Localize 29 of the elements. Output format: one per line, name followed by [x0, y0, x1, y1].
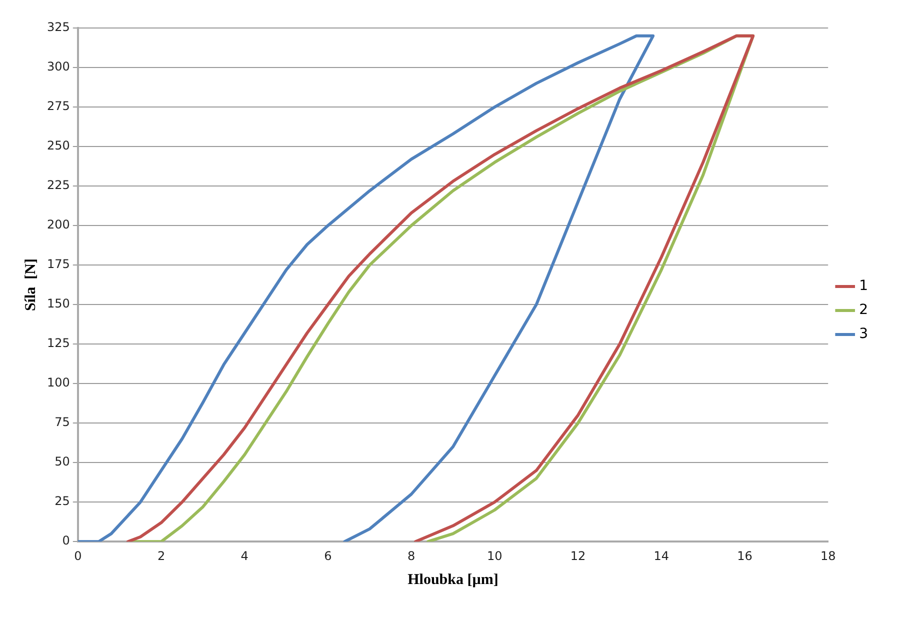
- legend-label: 1: [859, 278, 868, 294]
- y-tick-label: 25: [54, 494, 70, 508]
- y-tick-label: 75: [54, 415, 70, 430]
- y-tick-label: 175: [47, 257, 70, 272]
- x-axis-title: Hloubka [µm]: [408, 572, 498, 588]
- x-tick-label: 2: [157, 548, 166, 563]
- y-tick-label: 125: [47, 336, 70, 350]
- y-tick-label: 0: [62, 534, 70, 548]
- y-tick-label: 150: [47, 296, 70, 311]
- y-tick-label: 300: [47, 60, 70, 74]
- y-tick-label: 275: [47, 99, 70, 114]
- x-tick-label: 0: [74, 548, 82, 563]
- legend-label: 2: [859, 302, 868, 318]
- x-tick-label: 6: [324, 548, 332, 563]
- y-tick-label: 200: [47, 218, 70, 232]
- x-tick-label: 4: [240, 548, 248, 563]
- y-axis-title: Síla [N]: [22, 258, 39, 312]
- y-tick-label: 50: [54, 454, 70, 469]
- legend-label: 3: [859, 326, 868, 342]
- x-tick-label: 16: [737, 548, 752, 563]
- x-tick-label: 12: [570, 548, 586, 563]
- y-tick-label: 225: [47, 178, 70, 192]
- y-tick-label: 325: [47, 20, 70, 34]
- y-tick-label: 250: [47, 138, 70, 153]
- y-tick-label: 100: [47, 376, 70, 390]
- x-tick-label: 8: [408, 548, 416, 563]
- x-tick-label: 18: [820, 548, 836, 563]
- x-tick-label: 14: [654, 548, 670, 563]
- x-tick-label: 10: [487, 548, 502, 563]
